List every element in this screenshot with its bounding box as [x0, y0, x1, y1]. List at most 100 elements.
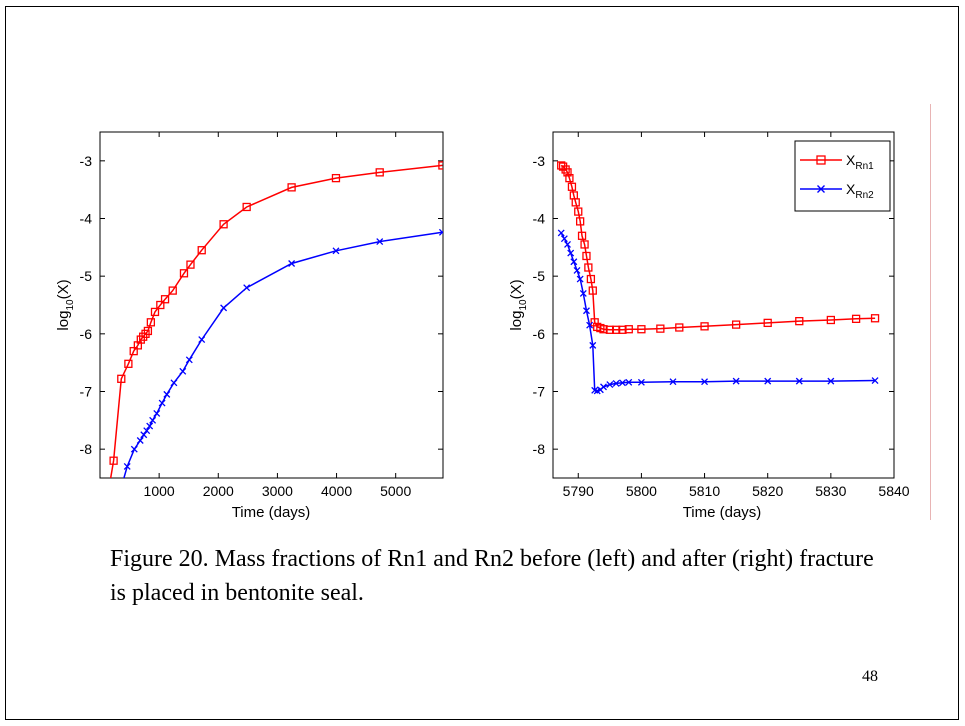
data-point-x: [579, 290, 587, 297]
data-point-square: [571, 198, 580, 207]
legend-box: [794, 140, 891, 212]
data-point-x: [179, 367, 187, 375]
x-tick-label: 5810: [689, 483, 720, 499]
data-point-square: [851, 314, 861, 323]
data-point-square: [731, 320, 741, 329]
data-point-square: [179, 269, 189, 278]
x-tick-label: 3000: [262, 483, 293, 499]
data-point-x: [376, 238, 384, 246]
data-point-x: [123, 463, 131, 470]
y-tick-label: -8: [533, 441, 546, 457]
data-point-x: [606, 381, 614, 389]
y-tick-label: -4: [533, 211, 546, 227]
data-point-square: [582, 251, 591, 261]
data-point-x: [827, 377, 835, 385]
x-tick-label: 5840: [878, 483, 909, 499]
data-point-square: [656, 324, 665, 333]
data-point-square: [637, 325, 646, 334]
data-point-x: [170, 379, 178, 387]
data-point-x: [701, 378, 709, 386]
data-point-square: [611, 325, 621, 334]
data-point-x: [637, 378, 645, 386]
data-point-x: [288, 260, 296, 267]
data-point-square: [375, 168, 384, 177]
right-chart: 5790 5800 5810 5820 5830 5840 -8 -7 -6 -5 -4 -3 Ti…: [508, 131, 910, 521]
data-point-x: [795, 377, 803, 385]
y-tick-label: -5: [80, 268, 93, 284]
data-point-x: [198, 336, 206, 344]
series-line-1: [560, 164, 876, 331]
y-tick-label: -3: [80, 153, 93, 169]
data-point-square: [563, 168, 572, 177]
data-point-square: [675, 323, 684, 332]
data-point-square: [197, 246, 206, 255]
data-point-x: [764, 377, 772, 385]
data-point-square: [618, 325, 627, 334]
data-point-x: [567, 249, 575, 257]
data-point-square: [242, 202, 251, 212]
legend: XRn1 XRn2: [794, 140, 891, 212]
legend-item-rn1: XRn1: [800, 152, 874, 172]
data-point-square: [109, 456, 118, 465]
x-tick-label: 5800: [626, 483, 657, 499]
data-point-x: [136, 437, 144, 444]
x-tick-label: 5820: [752, 483, 783, 499]
legend-label-rn2: XRn2: [846, 181, 874, 201]
page-number: 48: [862, 668, 878, 685]
data-point-square: [186, 260, 195, 269]
data-point-square: [97, 538, 104, 545]
right-series: [557, 161, 880, 395]
right-x-ticks: 5790 5800 5810 5820 5830 5840: [563, 132, 910, 499]
legend-square-marker-icon: [816, 155, 826, 165]
legend-label-rn1: XRn1: [846, 152, 874, 172]
data-point-x: [583, 307, 590, 315]
y-tick-label: -6: [80, 326, 93, 342]
data-point-x: [560, 235, 568, 243]
data-point-x: [564, 240, 571, 248]
figure-caption: Figure 20. Mass fractions of Rn1 and Rn2…: [110, 546, 874, 606]
left-y-axis-label: log10(X): [55, 279, 76, 330]
data-point-x: [140, 431, 148, 439]
data-point-x: [612, 379, 620, 387]
data-point-x: [243, 284, 251, 292]
data-point-square: [331, 173, 341, 183]
data-point-x: [220, 304, 228, 312]
data-point-square: [160, 295, 170, 304]
data-point-x: [130, 445, 138, 453]
y-tick-label: -8: [80, 441, 93, 457]
right-y-axis-label: log10(X): [508, 279, 529, 330]
data-point-square: [605, 325, 614, 334]
data-point-x: [438, 228, 443, 236]
x-tick-label: 5000: [380, 483, 411, 499]
y-tick-label: -5: [533, 268, 546, 284]
x-tick-label: 4000: [321, 483, 352, 499]
y-tick-label: -4: [80, 211, 93, 227]
data-point-square: [146, 318, 156, 327]
data-point-square: [580, 240, 589, 249]
right-x-axis-label: Time (days): [683, 504, 762, 521]
data-point-square: [287, 183, 296, 192]
data-point-square: [624, 325, 633, 334]
legend-x-marker-icon: [817, 185, 825, 193]
data-point-square: [795, 316, 804, 326]
data-point-square: [143, 326, 153, 336]
data-point-square: [156, 300, 165, 310]
left-x-axis-label: Time (days): [232, 504, 311, 521]
y-tick-label: -6: [533, 326, 546, 342]
y-tick-label: -7: [533, 384, 546, 400]
data-point-square: [567, 182, 577, 191]
data-point-x: [557, 229, 565, 237]
data-point-square: [586, 274, 596, 284]
data-point-x: [589, 341, 597, 349]
data-point-square: [219, 220, 228, 229]
data-point-x: [143, 427, 151, 435]
data-point-x: [163, 390, 171, 398]
data-point-x: [669, 378, 677, 386]
data-point-square: [763, 318, 772, 328]
left-chart: 1000 2000 3000 4000 5000 -8 -7 -6 -5 -4 -3 Time (…: [55, 131, 444, 545]
data-point-x: [153, 409, 161, 417]
data-point-square: [599, 325, 608, 334]
data-point-square: [870, 314, 880, 323]
legend-item-rn2: XRn2: [800, 181, 874, 201]
